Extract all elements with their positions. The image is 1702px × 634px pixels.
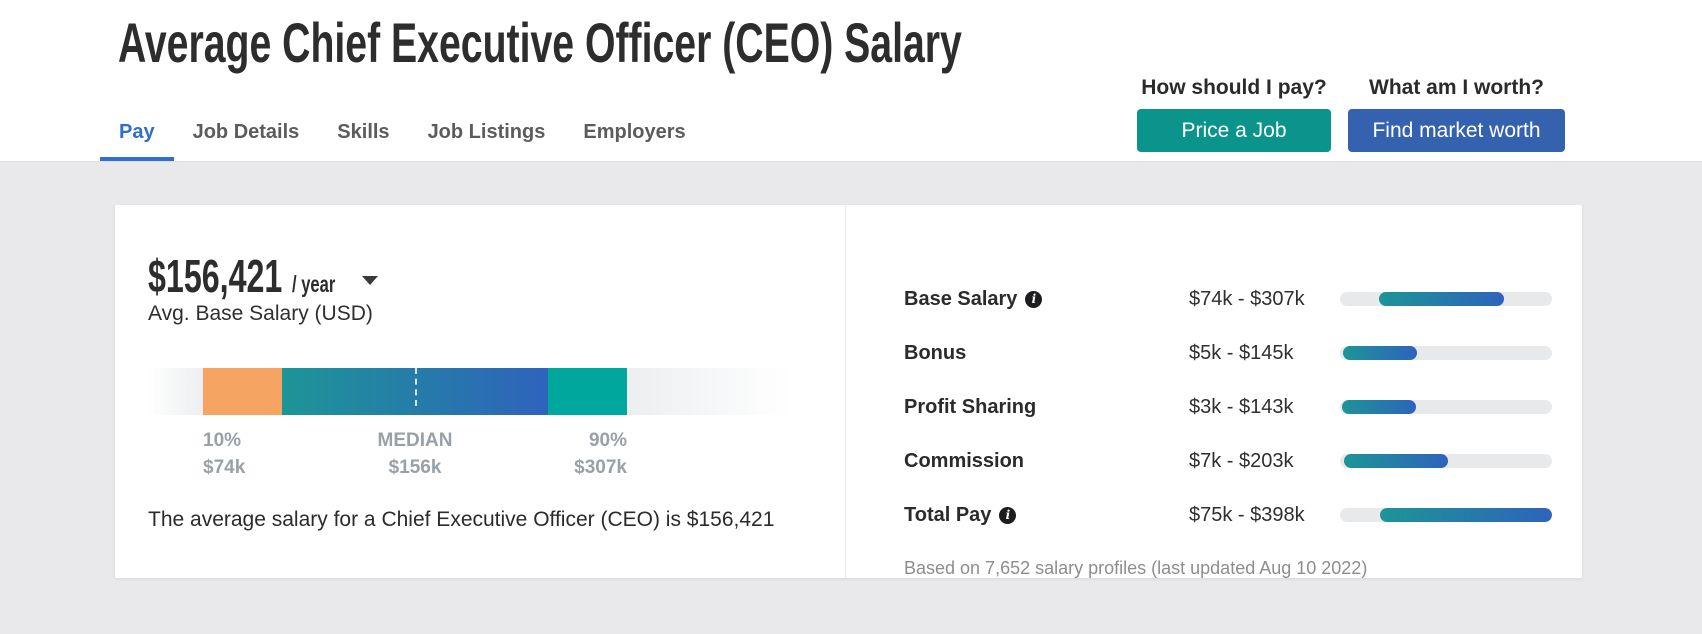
- info-icon[interactable]: i: [999, 506, 1017, 524]
- avg-base-salary-label: Avg. Base Salary (USD): [148, 302, 373, 325]
- pay-row-bar: [1340, 346, 1552, 360]
- median-marker-line: [415, 368, 418, 406]
- salary-card: $156,421 / year Avg. Base Salary (USD) 1…: [115, 205, 1582, 578]
- pay-row-range: $75k - $398k: [1189, 503, 1305, 526]
- pay-row-label: Total Pay: [904, 503, 992, 526]
- how-should-i-pay-label: How should I pay?: [1141, 76, 1327, 99]
- pay-row-range: $5k - $145k: [1189, 341, 1294, 364]
- pay-row-bonus: Bonusi $5k - $145k: [904, 342, 1582, 364]
- tab-job-listings[interactable]: Job Listings: [427, 121, 546, 143]
- distribution-segment-p75-p90: [547, 368, 627, 415]
- tab-skills[interactable]: Skills: [337, 121, 390, 143]
- what-am-i-worth-block: What am I worth? Find market worth: [1348, 76, 1565, 152]
- what-am-i-worth-label: What am I worth?: [1369, 76, 1544, 99]
- price-a-job-button[interactable]: Price a Job: [1137, 109, 1331, 152]
- tab-employers[interactable]: Employers: [583, 121, 686, 143]
- distribution-fade-left: [148, 368, 203, 415]
- salary-distribution-section: $156,421 / year Avg. Base Salary (USD) 1…: [115, 205, 845, 578]
- tick-10th-percentile: 10% $74k: [203, 430, 246, 478]
- pay-row-commission: Commissioni $7k - $203k: [904, 450, 1582, 472]
- pay-row-bar: [1340, 400, 1552, 414]
- info-icon[interactable]: i: [1025, 290, 1043, 308]
- how-should-i-pay-block: How should I pay? Price a Job: [1137, 76, 1331, 152]
- tab-pay[interactable]: Pay: [100, 121, 174, 161]
- pay-row-profit-sharing: Profit Sharingi $3k - $143k: [904, 396, 1582, 418]
- salary-period: / year: [292, 271, 336, 297]
- chevron-down-icon[interactable]: [362, 275, 378, 285]
- pay-row-base-salary: Base Salary i $74k - $307k: [904, 288, 1582, 310]
- tick-90th-percentile: 90% $307k: [574, 430, 627, 478]
- salary-distribution-chart: [148, 368, 790, 415]
- page-header: Average Chief Executive Officer (CEO) Sa…: [0, 0, 1702, 162]
- average-salary-amount: $156,421: [148, 250, 283, 302]
- salary-period-dropdown[interactable]: $156,421 / year: [148, 249, 378, 303]
- distribution-fade-right: [627, 368, 790, 415]
- tick-median: MEDIAN $156k: [377, 430, 453, 478]
- pay-row-range: $7k - $203k: [1189, 449, 1294, 472]
- tab-bar: Pay Job Details Skills Job Listings Empl…: [100, 121, 705, 161]
- distribution-tick-labels: 10% $74k MEDIAN $156k 90% $307k: [148, 427, 790, 483]
- pay-row-label: Commission: [904, 449, 1025, 472]
- find-market-worth-button[interactable]: Find market worth: [1348, 109, 1565, 152]
- pay-row-label: Base Salary: [904, 287, 1018, 310]
- pay-row-bar: [1340, 454, 1552, 468]
- pay-row-bar: [1340, 292, 1552, 306]
- pay-row-range: $3k - $143k: [1189, 395, 1294, 418]
- pay-row-label: Bonus: [904, 341, 967, 364]
- tab-job-details[interactable]: Job Details: [192, 121, 300, 143]
- pay-row-bar: [1340, 508, 1552, 522]
- pay-row-label: Profit Sharing: [904, 395, 1037, 418]
- page-title: Average Chief Executive Officer (CEO) Sa…: [118, 11, 962, 74]
- pay-row-total-pay: Total Pay i $75k - $398k: [904, 504, 1582, 526]
- profiles-footnote: Based on 7,652 salary profiles (last upd…: [904, 558, 1368, 578]
- distribution-segment-p10-p25: [203, 368, 283, 415]
- salary-summary-sentence: The average salary for a Chief Executive…: [148, 508, 775, 531]
- pay-row-range: $74k - $307k: [1189, 287, 1305, 310]
